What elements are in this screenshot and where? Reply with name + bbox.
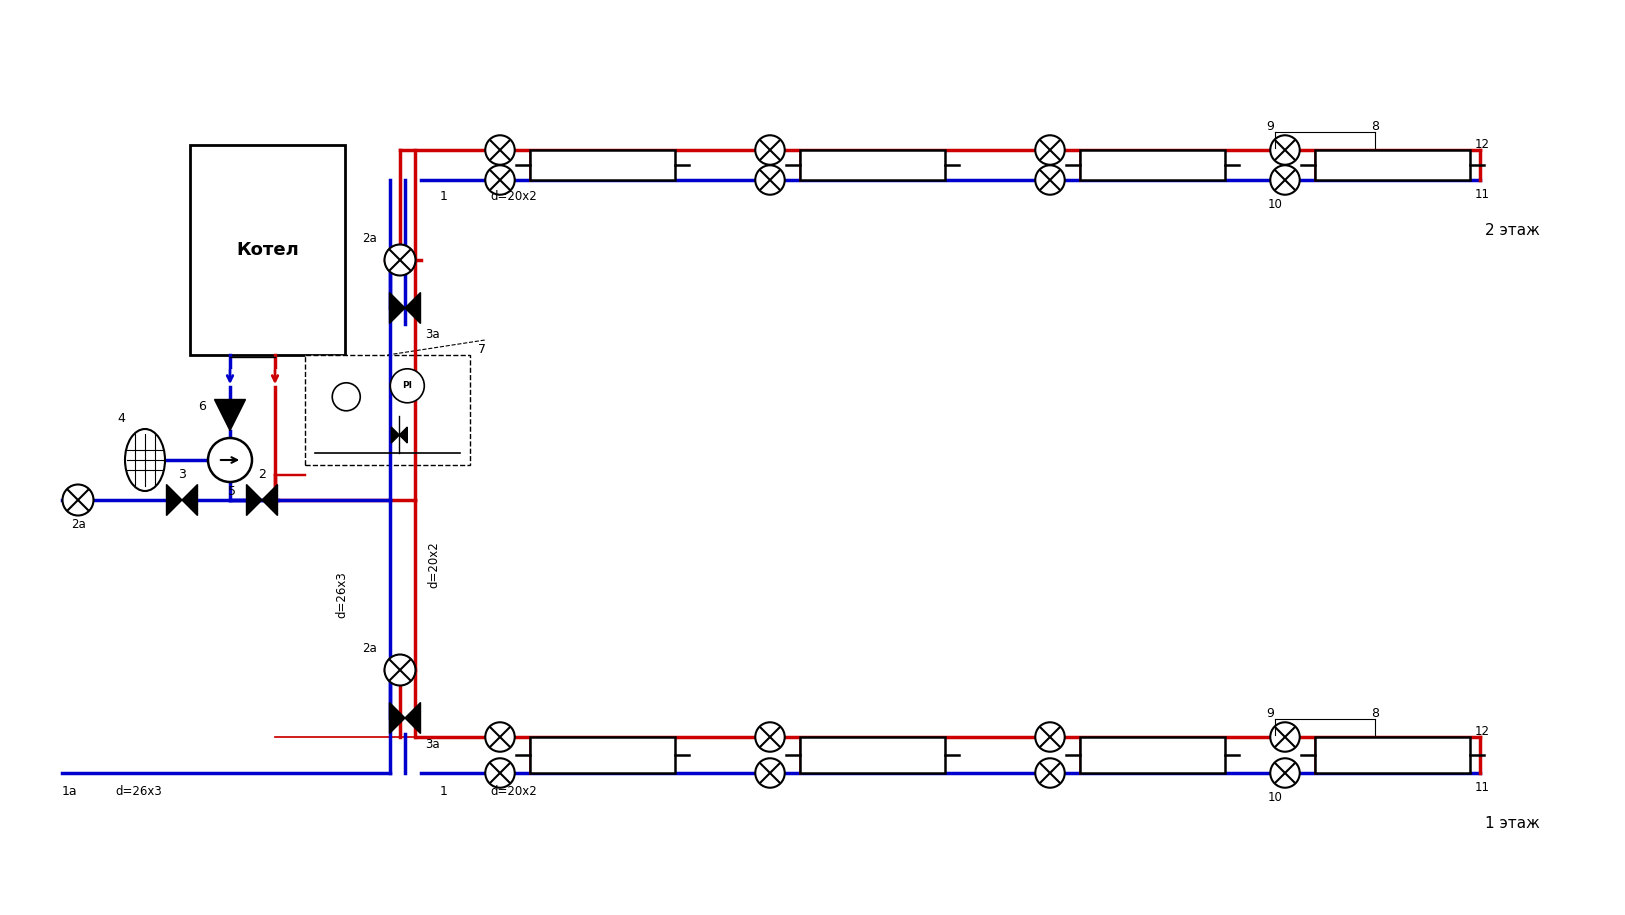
Polygon shape [400,427,408,443]
Circle shape [756,166,785,195]
Circle shape [385,244,416,275]
Polygon shape [247,485,262,515]
Circle shape [1035,759,1064,788]
Circle shape [486,166,515,195]
Circle shape [1035,722,1064,752]
Text: 1 этаж: 1 этаж [1485,816,1540,831]
Text: 2 этаж: 2 этаж [1485,223,1540,238]
Text: 12: 12 [1476,138,1490,151]
Circle shape [1271,722,1300,752]
Text: 7: 7 [478,343,486,356]
Polygon shape [214,400,245,430]
Circle shape [62,485,94,515]
Text: 9: 9 [1266,120,1274,133]
Bar [530,150,674,180]
Bar [1081,737,1225,773]
Polygon shape [390,293,405,324]
Polygon shape [392,427,400,443]
Text: 2a: 2a [70,518,86,531]
Bar [800,150,946,180]
Bar [190,145,344,355]
Text: 10: 10 [1268,198,1282,211]
Text: d=20x2: d=20x2 [427,542,440,588]
Circle shape [486,722,515,752]
Circle shape [385,654,416,685]
Text: 2: 2 [258,468,266,481]
Circle shape [1271,135,1300,165]
Text: 11: 11 [1476,781,1490,794]
Bar [1315,150,1471,180]
Text: d=20x2: d=20x2 [491,785,536,798]
Polygon shape [182,485,198,515]
Circle shape [756,722,785,752]
Text: d=26x3: d=26x3 [335,572,348,619]
Text: 2a: 2a [362,232,377,245]
Bar [306,355,470,465]
Circle shape [1271,759,1300,788]
Text: 9: 9 [1266,707,1274,720]
Circle shape [332,382,361,411]
Text: d=26x3: d=26x3 [115,785,162,798]
Circle shape [486,759,515,788]
Ellipse shape [125,429,166,491]
Bar [1081,150,1225,180]
Polygon shape [390,703,405,734]
Polygon shape [405,293,421,324]
Text: 3: 3 [179,468,185,481]
Text: 8: 8 [1372,120,1380,133]
Text: 12: 12 [1476,725,1490,738]
Bar [530,737,674,773]
Circle shape [390,369,424,403]
Text: 1: 1 [440,190,449,203]
Circle shape [756,135,785,165]
Polygon shape [405,703,421,734]
Text: 8: 8 [1372,707,1380,720]
Text: 11: 11 [1476,188,1490,201]
Text: 6: 6 [198,400,206,413]
Text: 1: 1 [440,785,449,798]
Polygon shape [262,485,278,515]
Circle shape [1035,166,1064,195]
Circle shape [1271,166,1300,195]
Text: d=20x2: d=20x2 [491,190,536,203]
Text: PI: PI [403,382,413,391]
Bar [1315,737,1471,773]
Text: 2a: 2a [362,642,377,655]
Text: 3a: 3a [426,328,440,341]
Circle shape [1035,135,1064,165]
Circle shape [756,759,785,788]
Text: 5: 5 [228,485,236,498]
Text: 1a: 1a [62,785,78,798]
Polygon shape [166,485,182,515]
Circle shape [208,438,252,482]
Text: Котел: Котел [236,241,299,259]
Text: 4: 4 [117,412,125,425]
Circle shape [486,135,515,165]
Text: 3a: 3a [426,738,440,751]
Bar [800,737,946,773]
Text: 10: 10 [1268,791,1282,804]
